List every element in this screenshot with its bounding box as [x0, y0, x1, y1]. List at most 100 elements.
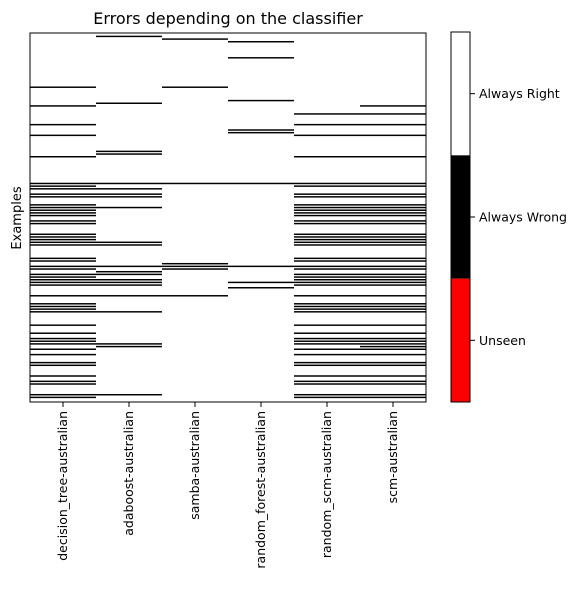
error-cell-random_scm-australian-row-120 [294, 353, 360, 356]
error-cell-decision_tree-australian-row-71 [30, 222, 96, 225]
error-cell-scm-australian-row-92 [360, 279, 426, 281]
error-cell-random_scm-australian-row-34 [294, 123, 360, 126]
error-cell-random_scm-australian-row-77 [294, 238, 360, 241]
error-cell-adaboost-australian-row-94 [96, 284, 162, 286]
error-cell-scm-australian-row-85 [360, 260, 426, 262]
error-cell-decision_tree-australian-row-118 [30, 348, 96, 350]
error-cell-scm-australian-row-65 [360, 206, 426, 209]
error-cell-random_scm-australian-row-98 [294, 295, 360, 297]
error-cell-decision_tree-australian-row-85 [30, 260, 96, 262]
error-cell-scm-australian-row-116 [360, 343, 426, 345]
error-cell-decision_tree-australian-row-20 [30, 86, 96, 88]
x-axis: decision_tree-australian adaboost-austral… [55, 402, 400, 569]
error-cell-random_scm-australian-row-60 [294, 193, 360, 195]
error-cell-scm-australian-row-91 [360, 276, 426, 278]
error-cell-decision_tree-australian-row-57 [30, 185, 96, 187]
error-cell-scm-australian-row-112 [360, 332, 426, 334]
colorbar-segment-always-wrong [451, 155, 470, 279]
error-cell-adaboost-australian-row-135 [96, 393, 162, 396]
error-cell-decision_tree-australian-row-136 [30, 396, 96, 399]
error-cell-decision_tree-australian-row-76 [30, 236, 96, 238]
error-cell-scm-australian-row-118 [360, 348, 426, 350]
error-cell-decision_tree-australian-row-61 [30, 196, 96, 198]
error-cell-decision_tree-australian-row-67 [30, 212, 96, 214]
error-cell-adaboost-australian-row-58 [96, 188, 162, 190]
error-cell-random_forest-australian-row-36 [228, 129, 294, 131]
error-cell-decision_tree-australian-row-98 [30, 295, 96, 297]
error-cell-random_scm-australian-row-128 [294, 375, 360, 377]
error-cell-scm-australian-row-61 [360, 196, 426, 198]
error-cell-decision_tree-australian-row-56 [30, 182, 96, 185]
error-cell-samba-australian-row-20 [162, 86, 228, 88]
error-cell-scm-australian-row-109 [360, 324, 426, 326]
error-cell-scm-australian-row-76 [360, 236, 426, 238]
error-cell-scm-australian-row-27 [360, 105, 426, 107]
error-cell-decision_tree-australian-row-103 [30, 308, 96, 310]
error-cell-random_scm-australian-row-112 [294, 332, 360, 334]
error-cell-random_scm-australian-row-65 [294, 206, 360, 209]
error-cell-decision_tree-australian-row-102 [30, 305, 96, 308]
error-cell-random_scm-australian-row-131 [294, 383, 360, 385]
error-cell-decision_tree-australian-row-79 [30, 244, 96, 246]
error-cell-random_scm-australian-row-102 [294, 305, 360, 308]
chart-title: Errors depending on the classifier [93, 9, 363, 28]
error-cell-random_scm-australian-row-46 [294, 156, 360, 158]
error-cell-scm-australian-row-87 [360, 265, 426, 268]
colorbar-label-unseen: Unseen [479, 333, 526, 348]
error-cell-scm-australian-row-60 [360, 193, 426, 195]
error-cell-decision_tree-australian-row-90 [30, 273, 96, 276]
error-cell-adaboost-australian-row-104 [96, 311, 162, 313]
error-cell-decision_tree-australian-row-87 [30, 265, 96, 268]
error-cell-adaboost-australian-row-98 [96, 295, 162, 297]
plot-frame [29, 32, 427, 403]
error-cell-scm-australian-row-38 [360, 134, 426, 137]
error-cell-scm-australian-row-75 [360, 233, 426, 236]
error-cell-adaboost-australian-row-56 [96, 182, 162, 185]
error-cell-random_scm-australian-row-75 [294, 233, 360, 236]
error-cell-adaboost-australian-row-26 [96, 102, 162, 104]
error-cell-scm-australian-row-120 [360, 353, 426, 356]
error-cell-random_scm-australian-row-123 [294, 361, 360, 364]
error-cell-adaboost-australian-row-117 [96, 345, 162, 348]
colorbar-label-always-wrong: Always Wrong [479, 210, 567, 225]
error-cell-random_scm-australian-row-116 [294, 343, 360, 345]
error-cell-adaboost-australian-row-60 [96, 193, 162, 195]
error-cell-random_scm-australian-row-91 [294, 276, 360, 278]
error-cell-random_scm-australian-row-94 [294, 284, 360, 286]
error-cell-decision_tree-australian-row-128 [30, 375, 96, 377]
error-cell-random_scm-australian-row-38 [294, 134, 360, 137]
error-cell-decision_tree-australian-row-131 [30, 383, 96, 385]
error-cell-scm-australian-row-66 [360, 209, 426, 211]
error-cell-random_scm-australian-row-61 [294, 196, 360, 198]
error-cell-random_scm-australian-row-88 [294, 268, 360, 270]
error-cell-random_scm-australian-row-85 [294, 260, 360, 262]
error-cell-random_forest-australian-row-3 [228, 41, 294, 43]
error-cell-scm-australian-row-102 [360, 305, 426, 308]
error-cell-random_scm-australian-row-30 [294, 113, 360, 115]
error-cell-random_scm-australian-row-64 [294, 204, 360, 206]
error-cell-decision_tree-australian-row-112 [30, 332, 96, 334]
error-cell-scm-australian-row-114 [360, 337, 426, 340]
error-cell-adaboost-australian-row-61 [96, 196, 162, 198]
error-cell-samba-australian-row-88 [162, 268, 228, 270]
error-cell-adaboost-australian-row-78 [96, 241, 162, 244]
error-cell-adaboost-australian-row-44 [96, 150, 162, 153]
error-cell-scm-australian-row-78 [360, 241, 426, 244]
error-cell-random_scm-australian-row-115 [294, 340, 360, 342]
x-tick-label-random_scm-australian: random_scm-australian [319, 411, 334, 558]
error-cell-random_scm-australian-row-90 [294, 273, 360, 276]
error-cell-scm-australian-row-88 [360, 268, 426, 270]
colorbar-segment-always-right [451, 32, 470, 156]
colorbar-label-always-right: Always Right [479, 86, 560, 101]
error-cell-decision_tree-australian-row-120 [30, 353, 96, 356]
error-cell-scm-australian-row-34 [360, 123, 426, 126]
error-cell-random_scm-australian-row-109 [294, 324, 360, 326]
error-cell-random_forest-australian-row-93 [228, 281, 294, 284]
error-cell-decision_tree-australian-row-34 [30, 123, 96, 126]
error-cell-scm-australian-row-68 [360, 214, 426, 217]
error-cell-decision_tree-australian-row-94 [30, 284, 96, 286]
error-cell-random_scm-australian-row-136 [294, 396, 360, 399]
error-cell-decision_tree-australian-row-65 [30, 206, 96, 209]
error-cell-scm-australian-row-128 [360, 375, 426, 377]
